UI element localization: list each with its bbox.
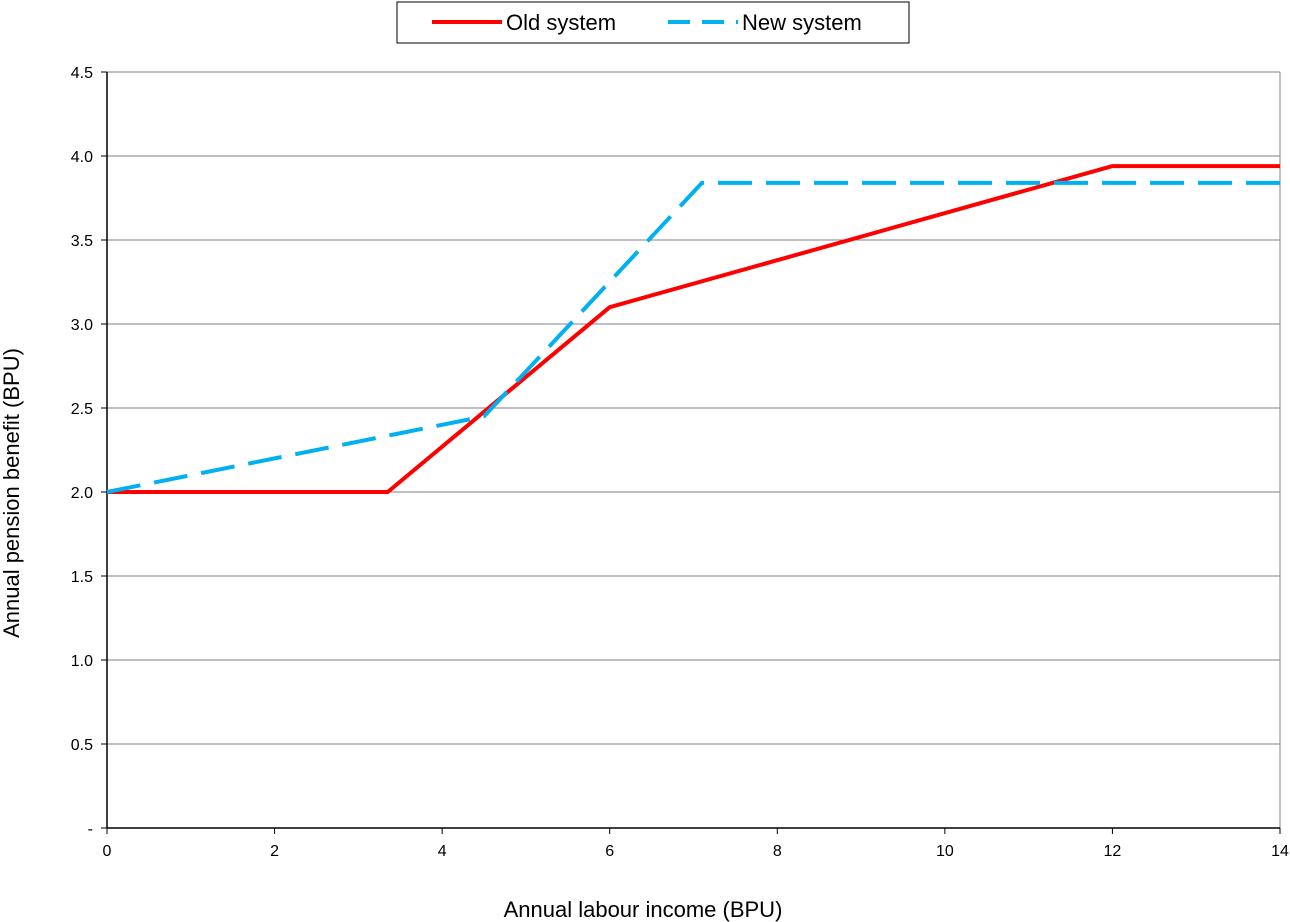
series-lines [106,164,1280,494]
y-tick-label-4: 2.0 [71,485,93,502]
y-tick-label-5: 2.5 [71,401,93,418]
y-tick-label-8: 4.0 [71,149,93,166]
y-tick-label-9: 4.5 [71,65,93,82]
gridlines [107,71,1281,828]
y-tick-label-0: - [88,821,93,838]
legend-label-old-system: Old system [506,10,616,35]
tick-labels: - 0.5 1.0 1.5 2.0 2.5 3.0 3.5 4.0 4.5 0 2 4 6 8 10 12 14 [71,65,1289,860]
y-tick-label-7: 3.5 [71,233,93,250]
x-tick-label-3: 6 [605,843,614,860]
x-tick-label-4: 8 [773,843,782,860]
legend-label-new-system: New system [742,10,862,35]
y-tick-label-2: 1.0 [71,653,93,670]
y-tick-label-3: 1.5 [71,569,93,586]
y-axis-title: Annual pension benefit (BPU) [0,348,24,638]
axes [101,71,1281,834]
y-tick-label-6: 3.0 [71,317,93,334]
x-tick-label-5: 10 [936,843,954,860]
x-tick-label-6: 12 [1104,843,1122,860]
x-tick-label-2: 4 [438,843,447,860]
x-axis-title: Annual labour income (BPU) [504,897,783,922]
series-line-old-system [107,164,1280,494]
y-tick-label-1: 0.5 [71,737,93,754]
legend: Old system New system [396,1,910,44]
x-tick-label-7: 14 [1271,843,1289,860]
x-tick-label-1: 2 [270,843,279,860]
x-tick-label-0: 0 [103,843,112,860]
series-line-new-system [106,180,1280,494]
